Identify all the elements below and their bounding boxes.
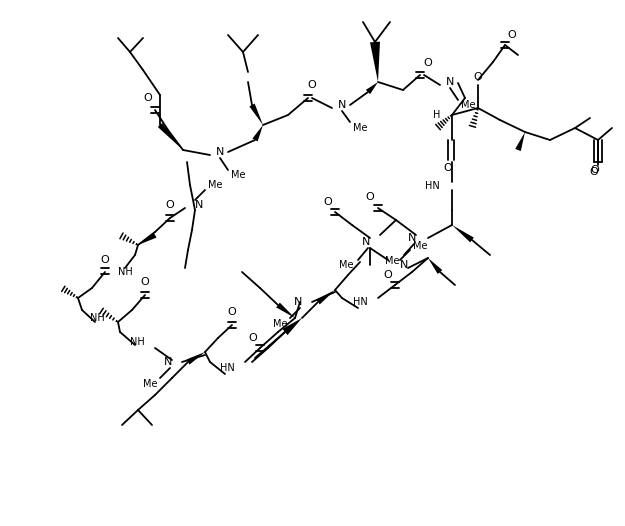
Text: HN: HN — [353, 297, 368, 307]
Text: HN: HN — [425, 181, 440, 191]
Text: O: O — [591, 165, 599, 175]
Polygon shape — [370, 42, 380, 82]
Text: N: N — [446, 77, 454, 87]
Polygon shape — [253, 125, 263, 141]
Polygon shape — [138, 232, 156, 245]
Polygon shape — [249, 104, 263, 125]
Text: Me: Me — [272, 319, 287, 329]
Text: Me: Me — [413, 241, 428, 251]
Polygon shape — [428, 258, 442, 274]
Text: NH: NH — [118, 267, 132, 277]
Text: O: O — [444, 163, 452, 173]
Text: NH: NH — [90, 313, 105, 323]
Text: O: O — [308, 80, 316, 90]
Text: O: O — [366, 192, 374, 202]
Text: O: O — [141, 277, 149, 287]
Text: N: N — [408, 233, 416, 243]
Text: O: O — [474, 72, 482, 82]
Text: O: O — [324, 197, 332, 207]
Text: N: N — [338, 100, 346, 110]
Text: O: O — [144, 93, 152, 103]
Polygon shape — [366, 82, 378, 94]
Polygon shape — [158, 123, 183, 150]
Text: N: N — [400, 260, 408, 270]
Polygon shape — [515, 132, 525, 151]
Text: NH: NH — [130, 337, 145, 347]
Text: Me: Me — [461, 100, 476, 110]
Text: N: N — [195, 200, 203, 210]
Polygon shape — [186, 352, 205, 365]
Text: N: N — [216, 147, 224, 157]
Text: O: O — [589, 167, 598, 177]
Polygon shape — [452, 225, 474, 242]
Text: N: N — [164, 357, 172, 367]
Text: O: O — [384, 270, 392, 280]
Text: O: O — [166, 200, 174, 210]
Text: O: O — [249, 333, 258, 343]
Polygon shape — [282, 318, 302, 335]
Text: Me: Me — [353, 123, 367, 133]
Text: Me: Me — [339, 260, 354, 270]
Text: O: O — [508, 30, 516, 40]
Polygon shape — [316, 290, 335, 305]
Text: O: O — [424, 58, 432, 68]
Text: H: H — [432, 110, 440, 120]
Text: O: O — [101, 255, 109, 265]
Text: Me: Me — [142, 379, 157, 389]
Text: N: N — [294, 297, 302, 307]
Polygon shape — [276, 302, 295, 318]
Text: Me: Me — [231, 170, 246, 180]
Text: Me: Me — [208, 180, 222, 190]
Text: O: O — [228, 307, 236, 317]
Text: HN: HN — [220, 363, 235, 373]
Text: N: N — [362, 237, 370, 247]
Text: Me: Me — [386, 256, 400, 266]
